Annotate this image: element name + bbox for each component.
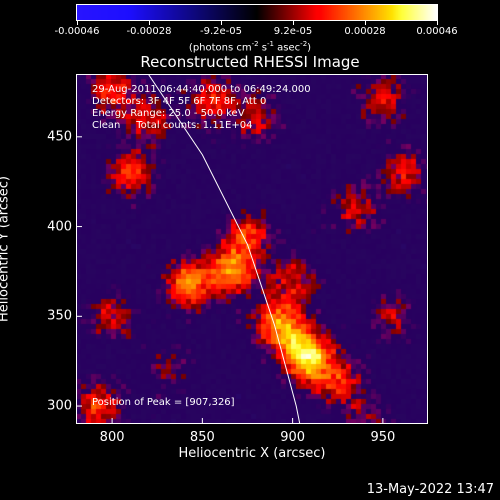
- info-detectors: Detectors: 3F 4F 5F 6F 7F 8F, Att 0: [92, 96, 267, 107]
- units-text: asec: [274, 42, 301, 54]
- colorbar-tick-label: -0.00028: [126, 26, 172, 37]
- y-axis-label-text: Heliocentric Y (arcsec): [0, 176, 12, 322]
- info-time-range: 29-Aug-2011 06:44:40.000 to 06:49:24.000: [92, 84, 311, 95]
- x-tick-label: 850: [189, 430, 215, 445]
- colorbar-tick-label: 0.00046: [416, 26, 458, 37]
- x-tick-label: 800: [99, 430, 125, 445]
- colorbar: [76, 4, 438, 21]
- x-tick-label: 950: [370, 430, 396, 445]
- chart-title: Reconstructed RHESSI Image: [140, 53, 360, 71]
- colorbar-tick: [437, 21, 438, 25]
- heatmap-canvas: [76, 74, 428, 424]
- units-text: ): [307, 42, 312, 54]
- plot-frame: [76, 74, 428, 424]
- x-tick-label: 900: [280, 430, 306, 445]
- units-text: (photons cm: [188, 42, 252, 54]
- solar-limb-line: [147, 74, 301, 424]
- units-exp: -2: [300, 40, 308, 48]
- colorbar-tick: [221, 21, 222, 25]
- image-plot: [76, 74, 428, 424]
- colorbar-tick-label: -9.2e-05: [200, 26, 242, 37]
- x-axis-label: Heliocentric X (arcsec): [178, 446, 326, 461]
- colorbar-tick: [293, 21, 294, 25]
- colorbar-tick: [77, 21, 78, 25]
- info-peak: Position of Peak = [907,326]: [92, 397, 235, 408]
- colorbar-tick-label: 0.00028: [344, 26, 386, 37]
- colorbar-tick-label: 9.2e-05: [273, 26, 313, 37]
- units-exp: -1: [267, 40, 274, 48]
- colorbar-tick-label: -0.00046: [54, 26, 100, 37]
- info-method: Clean Total counts: 1.11E+04: [92, 120, 253, 131]
- colorbar-tick: [365, 21, 366, 25]
- info-energy: Energy Range: 25.0 - 50.0 keV: [92, 108, 245, 119]
- y-tick-label: 450: [47, 129, 72, 145]
- footer-date: 13-May-2022 13:47: [366, 482, 494, 497]
- colorbar-units: (photons cm-2 s-1 asec-2): [0, 40, 500, 53]
- units-exp: -2: [251, 40, 259, 48]
- units-text: s: [258, 42, 268, 54]
- y-tick-label: 400: [47, 219, 72, 235]
- y-tick-label: 350: [47, 308, 72, 324]
- y-tick-label: 300: [47, 398, 72, 414]
- colorbar-tick: [149, 21, 150, 25]
